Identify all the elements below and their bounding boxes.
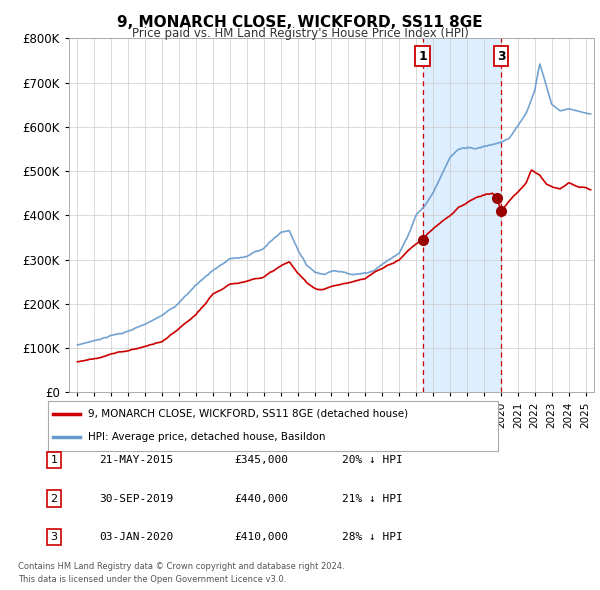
Text: £440,000: £440,000 (234, 494, 288, 503)
Text: 03-JAN-2020: 03-JAN-2020 (99, 532, 173, 542)
Text: 21-MAY-2015: 21-MAY-2015 (99, 455, 173, 465)
Text: Contains HM Land Registry data © Crown copyright and database right 2024.: Contains HM Land Registry data © Crown c… (18, 562, 344, 571)
Text: 1: 1 (50, 455, 58, 465)
Text: 3: 3 (497, 50, 505, 63)
Text: 3: 3 (50, 532, 58, 542)
Text: This data is licensed under the Open Government Licence v3.0.: This data is licensed under the Open Gov… (18, 575, 286, 584)
Text: 20% ↓ HPI: 20% ↓ HPI (342, 455, 403, 465)
Text: 28% ↓ HPI: 28% ↓ HPI (342, 532, 403, 542)
Text: 2: 2 (50, 494, 58, 503)
Text: 9, MONARCH CLOSE, WICKFORD, SS11 8GE (detached house): 9, MONARCH CLOSE, WICKFORD, SS11 8GE (de… (89, 409, 409, 419)
Text: HPI: Average price, detached house, Basildon: HPI: Average price, detached house, Basi… (89, 432, 326, 442)
Text: 1: 1 (418, 50, 427, 63)
Text: 21% ↓ HPI: 21% ↓ HPI (342, 494, 403, 503)
Bar (422, 38, 501, 392)
Text: £345,000: £345,000 (234, 455, 288, 465)
Text: 9, MONARCH CLOSE, WICKFORD, SS11 8GE: 9, MONARCH CLOSE, WICKFORD, SS11 8GE (117, 15, 483, 30)
Text: Price paid vs. HM Land Registry's House Price Index (HPI): Price paid vs. HM Land Registry's House … (131, 27, 469, 40)
Text: 30-SEP-2019: 30-SEP-2019 (99, 494, 173, 503)
Text: £410,000: £410,000 (234, 532, 288, 542)
